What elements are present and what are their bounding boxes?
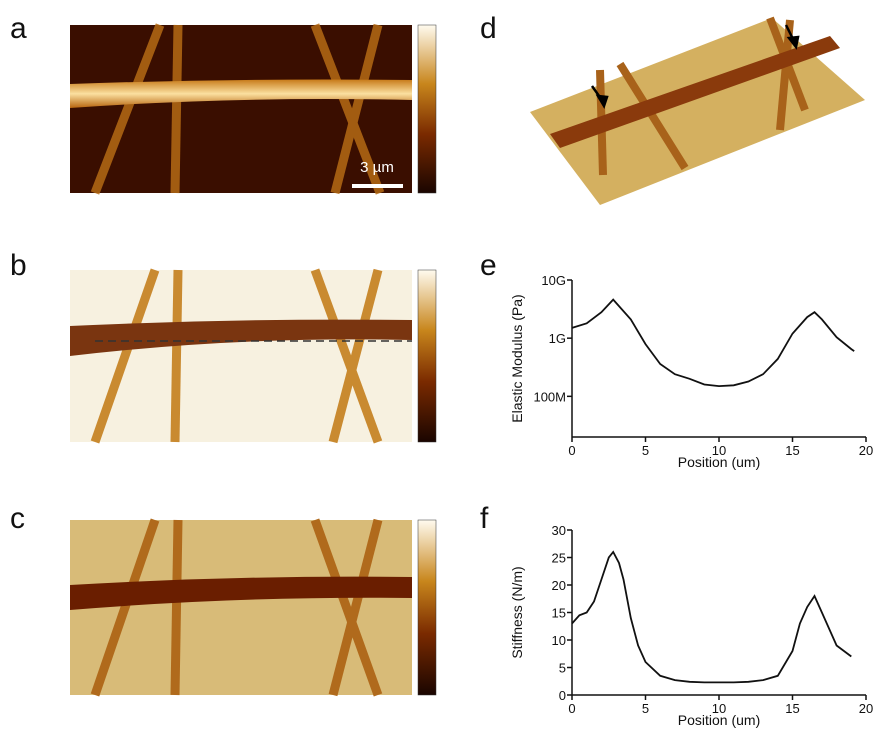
x-tick-label: 5 — [642, 443, 649, 458]
y-axis-label: Elastic Modulus (Pa) — [509, 294, 525, 422]
panel-label: c — [10, 502, 25, 535]
x-tick-label: 15 — [785, 443, 799, 458]
y-tick-label: 5 — [559, 661, 566, 676]
x-tick-label: 5 — [642, 701, 649, 716]
y-tick-label: 30 — [552, 523, 566, 538]
panel-label: f — [480, 502, 489, 535]
y-tick-label: 10G — [541, 273, 566, 288]
panel-label: a — [10, 12, 27, 45]
afm-modulus-image — [70, 270, 436, 442]
data-line — [572, 300, 854, 387]
x-tick-label: 20 — [859, 443, 873, 458]
x-tick-label: 0 — [568, 443, 575, 458]
y-tick-label: 1G — [549, 331, 566, 346]
y-tick-label: 25 — [552, 551, 566, 566]
x-tick-label: 15 — [785, 701, 799, 716]
panel-label: d — [480, 12, 497, 45]
afm-stiffness-image — [70, 520, 436, 695]
panel-label: b — [10, 249, 27, 282]
x-tick-label: 20 — [859, 701, 873, 716]
panel-label: e — [480, 249, 497, 282]
x-axis-label: Position (um) — [678, 712, 760, 728]
y-tick-label: 10 — [552, 633, 566, 648]
data-line — [572, 552, 851, 682]
y-tick-label: 0 — [559, 688, 566, 703]
y-tick-label: 20 — [552, 578, 566, 593]
x-tick-label: 0 — [568, 701, 575, 716]
y-axis-label: Stiffness (N/m) — [509, 566, 525, 658]
y-tick-label: 15 — [552, 606, 566, 621]
afm-height-image: 3 µm — [70, 25, 436, 193]
afm-3d-image — [530, 18, 865, 205]
scale-bar-label: 3 µm — [360, 159, 394, 176]
figure: 3 µm a b c d e f 10G 1G 100M 0 5 10 15 20 Positi… — [0, 0, 875, 731]
x-axis-label: Position (um) — [678, 454, 760, 470]
y-tick-label: 100M — [533, 389, 566, 404]
